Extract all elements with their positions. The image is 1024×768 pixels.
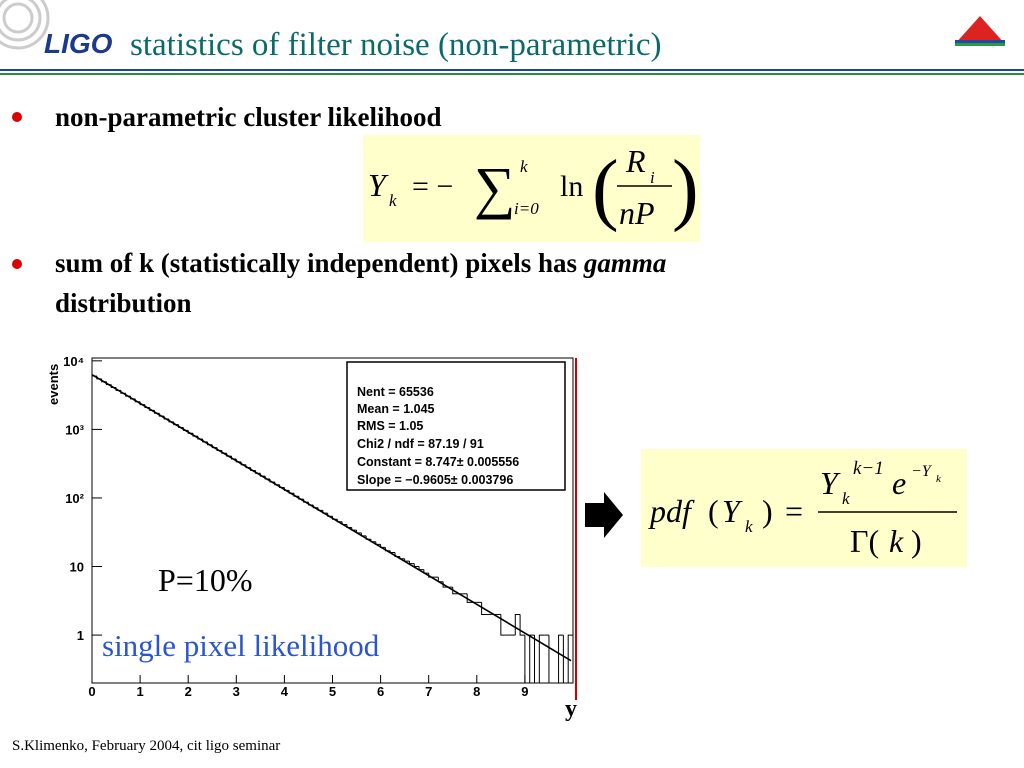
histogram-bin <box>394 552 400 557</box>
y-axis-label: events <box>46 364 61 405</box>
x-tick-label: 0 <box>88 684 95 699</box>
x-tick-label: 7 <box>425 684 432 699</box>
histogram-bin <box>500 614 506 636</box>
formula-part: ln <box>560 170 583 203</box>
bullet-text: non-parametric cluster likelihood <box>55 102 441 132</box>
y-tick-label: 10⁴ <box>63 354 84 369</box>
formula-part: ( <box>592 145 619 233</box>
corner-logo <box>955 16 1005 46</box>
stats-row: RMS = 1.05 <box>357 419 423 433</box>
bullet-dot <box>12 259 22 269</box>
formula-part: k−1 <box>853 458 884 479</box>
formula-part: k <box>936 473 942 485</box>
histogram-bin <box>466 593 472 603</box>
formula-part: i <box>650 168 655 187</box>
histogram-bin <box>332 516 338 520</box>
stats-row: Constant = 8.747± 0.005556 <box>357 455 519 469</box>
formula-part: Y <box>820 465 841 501</box>
formula-part: ∑ <box>474 155 515 220</box>
caption: single pixel likelihood <box>102 628 380 663</box>
x-tick-label: 9 <box>521 684 528 699</box>
formula-part: Y <box>368 167 389 203</box>
histogram-bin <box>534 635 540 684</box>
formula-part: k <box>842 489 850 508</box>
bullet-text: sum of k (statistically independent) pix… <box>55 248 666 278</box>
stats-row: Mean = 1.045 <box>357 402 435 416</box>
histogram-bin <box>519 614 525 636</box>
formula-part: −Y <box>911 463 933 480</box>
formula: Y k = − ∑ k i=0 ln ( ) R i nP <box>368 143 699 233</box>
x-tick-label: 8 <box>473 684 480 699</box>
stats-row: Nent = 65536 <box>357 385 434 399</box>
formula: pdf ( Y k ) = Y k k−1 e −Y k Γ( k ) <box>648 458 957 559</box>
y-tick-label: 10 <box>70 560 84 575</box>
histogram-bin <box>293 493 299 497</box>
annotation: P=10% <box>158 562 253 598</box>
slide-title: statistics of filter noise (non-parametr… <box>130 27 661 63</box>
stats-frame <box>346 361 566 491</box>
formula-box <box>363 135 700 242</box>
x-tick-label: 5 <box>329 684 336 699</box>
formula-part: ) <box>672 145 699 233</box>
formula-part: k <box>745 517 753 536</box>
formula-part: ) <box>762 493 773 529</box>
arrow <box>585 492 623 538</box>
y-tick-label: 1 <box>77 628 84 643</box>
x-tick-label: 3 <box>233 684 240 699</box>
formula-part: ) <box>911 523 922 559</box>
stats-row: Chi2 / ndf = 87.19 / 91 <box>357 437 484 451</box>
formula-part: Γ( <box>850 523 879 559</box>
formula-part: R <box>625 143 646 179</box>
stats-row: Slope = −0.9605± 0.003796 <box>357 473 513 487</box>
histogram-bin <box>548 635 554 684</box>
logo-text: LIGO <box>44 28 113 59</box>
ligo-logo: LIGO <box>0 0 113 59</box>
x-tick-label: 1 <box>136 684 143 699</box>
formula-part: k <box>889 523 904 559</box>
histogram-bin <box>562 635 569 684</box>
formula-part: = <box>785 493 803 529</box>
x-tick-label: 6 <box>377 684 384 699</box>
formula-part: k <box>520 157 528 176</box>
histogram-bin <box>567 634 573 683</box>
formula-part: nP <box>619 195 655 231</box>
footer: S.Klimenko, February 2004, cit ligo semi… <box>12 738 280 754</box>
x-tick-label: 2 <box>185 684 192 699</box>
y-tick-label: 10³ <box>65 422 84 437</box>
histogram-bin <box>327 513 333 517</box>
histogram-bin <box>538 634 545 683</box>
bullet-text-part: sum of k (statistically independent) pix… <box>55 248 584 278</box>
formula-part: k <box>389 191 397 210</box>
formula-part: i=0 <box>514 199 539 218</box>
formula-part: e <box>892 465 906 501</box>
formula-part: pdf <box>648 493 695 529</box>
formula-part: = − <box>412 170 453 203</box>
formula-box <box>641 449 967 567</box>
formula-part: Y <box>722 493 743 529</box>
bullet-emphasis: gamma <box>583 248 667 278</box>
y-tick-label: 10² <box>65 491 84 506</box>
formula-part: ( <box>708 493 719 529</box>
bullet-text: distribution <box>55 288 192 318</box>
x-tick-label: 4 <box>281 684 289 699</box>
bullet-dot <box>12 112 22 122</box>
stats-box: Nent = 65536 Mean = 1.045 RMS = 1.05 Chi… <box>346 361 566 491</box>
histogram-bin <box>558 634 564 683</box>
fit-line <box>91 373 572 662</box>
x-axis-label: y <box>565 696 577 722</box>
histogram-bin <box>524 635 530 684</box>
